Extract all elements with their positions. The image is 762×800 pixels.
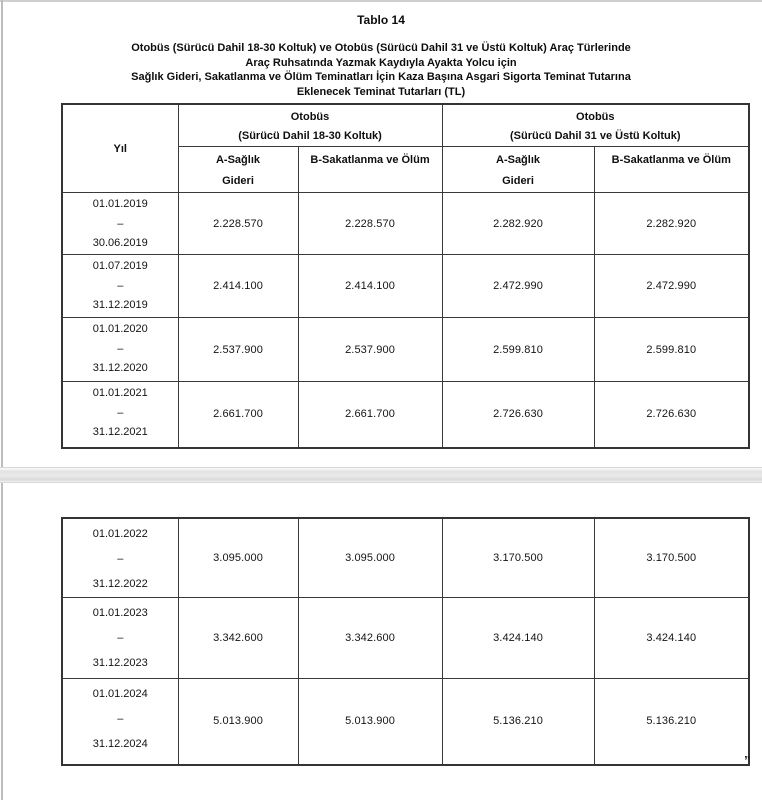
column-header-year: Yıl [61,103,179,193]
column-header-saglik-gideri: A-Sağlık Gideri [177,146,299,193]
period-cell: 01.01.2021 – 31.12.2021 [61,381,179,448]
page-separator [0,467,762,483]
column-header-sakatlanma-olum: B-Sakatlanma ve Ölüm [297,146,443,193]
period-cell: 01.01.2023 – 31.12.2023 [61,597,179,679]
amount-cell: 2.472.990 [441,254,595,318]
column-header-saglik-gideri: A-Sağlık Gideri [441,146,595,193]
period-cell: 01.01.2024 – 31.12.2024 [61,678,179,765]
amount-cell: 2.228.570 [297,192,443,255]
amount-cell: 2.414.100 [177,254,299,318]
period-cell: 01.07.2019 – 31.12.2019 [61,254,179,318]
subtitle-line: Sağlık Gideri, Sakatlanma ve Ölüm Temina… [131,71,631,84]
table-caption: Tablo 14 [357,13,405,27]
amount-cell: 2.228.570 [177,192,299,255]
amount-cell: 3.170.500 [593,517,750,598]
amount-cell: 5.136.210 [593,678,750,765]
amount-cell: 3.342.600 [177,597,299,679]
table-row-2019-h2: 01.07.2019 – 31.12.2019 2.414.100 2.414.… [61,254,750,318]
column-group-otobus-18-30: Otobüs (Sürücü Dahil 18-30 Koltuk) [177,103,443,147]
page-top-edge [0,0,762,2]
amount-cell: 3.095.000 [297,517,443,598]
amount-cell: 3.095.000 [177,517,299,598]
table-row-2022: 01.01.2022 – 31.12.2022 3.095.000 3.095.… [61,517,750,598]
table-row-2019-h1: 01.01.2019 – 30.06.2019 2.228.570 2.228.… [61,192,750,255]
subtitle-line: Eklenecek Teminat Tutarları (TL) [296,85,466,98]
table-subtitle: Otobüs (Sürücü Dahil 18-30 Koltuk) ve Ot… [0,41,762,99]
amount-cell: 2.537.900 [177,317,299,382]
column-group-otobus-31-plus: Otobüs (Sürücü Dahil 31 ve Üstü Koltuk) [441,103,750,147]
group-title: Otobüs [576,111,615,123]
amount-cell: 2.282.920 [593,192,750,255]
group-subtitle: (Sürücü Dahil 31 ve Üstü Koltuk) [510,130,681,142]
amount-cell: 5.013.900 [297,678,443,765]
page-left-edge [1,0,3,800]
subtitle-line: Araç Ruhsatında Yazmak Kaydıyla Ayakta Y… [245,56,517,69]
amount-cell: 5.013.900 [177,678,299,765]
amount-cell: 2.414.100 [297,254,443,318]
amount-cell: 2.661.700 [177,381,299,448]
table-row-2024: 01.01.2024 – 31.12.2024 5.013.900 5.013.… [61,678,750,765]
column-header-sakatlanma-olum: B-Sakatlanma ve Ölüm [593,146,750,193]
amount-cell: 3.424.140 [593,597,750,679]
amount-cell: 3.170.500 [441,517,595,598]
amount-cell: 2.726.630 [441,381,595,448]
amount-cell: 2.282.920 [441,192,595,255]
group-title: Otobüs [290,111,330,123]
amount-cell: 2.599.810 [441,317,595,382]
table-row-2021: 01.01.2021 – 31.12.2021 2.661.700 2.661.… [61,381,750,448]
amount-cell: 2.599.810 [593,317,750,382]
amount-cell: 2.661.700 [297,381,443,448]
period-cell: 01.01.2022 – 31.12.2022 [61,517,179,598]
table-row-2020: 01.01.2020 – 31.12.2020 2.537.900 2.537.… [61,317,750,382]
amount-cell: 5.136.210 [441,678,595,765]
amount-cell: 3.342.600 [297,597,443,679]
period-cell: 01.01.2020 – 31.12.2020 [61,317,179,382]
table-row-2023: 01.01.2023 – 31.12.2023 3.342.600 3.342.… [61,597,750,679]
period-cell: 01.01.2019 – 30.06.2019 [61,192,179,255]
closing-quotation-mark: ” [744,753,751,768]
amount-cell: 2.537.900 [297,317,443,382]
teminat-table-2022-2024: 01.01.2022 – 31.12.2022 3.095.000 3.095.… [61,517,750,766]
group-subtitle: (Sürücü Dahil 18-30 Koltuk) [238,130,382,142]
amount-cell: 2.472.990 [593,254,750,318]
amount-cell: 2.726.630 [593,381,750,448]
teminat-table-2019-2021: Yıl Otobüs (Sürücü Dahil 18-30 Koltuk) O… [61,103,751,449]
subtitle-line: Otobüs (Sürücü Dahil 18-30 Koltuk) ve Ot… [131,42,631,54]
amount-cell: 3.424.140 [441,597,595,679]
